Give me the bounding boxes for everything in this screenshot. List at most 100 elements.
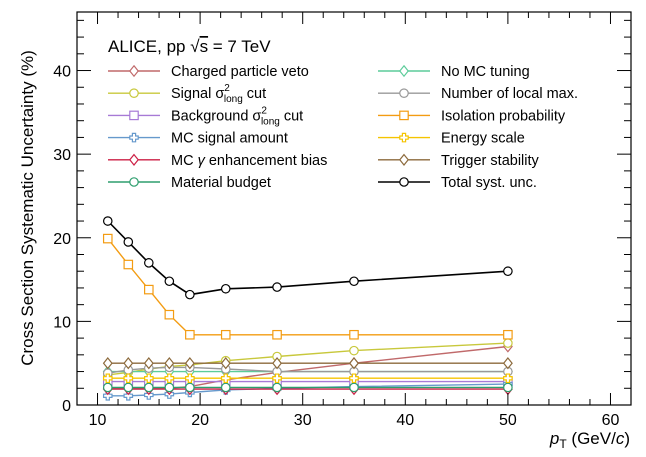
y-tick-label: 20 (53, 231, 71, 248)
data-point (220, 382, 231, 393)
y-axis-label: Cross Section Systematic Uncertainty (%) (18, 50, 37, 366)
legend-marker (399, 88, 409, 98)
x-axis-label-sub: T (559, 437, 567, 451)
legend-entry: Trigger stability (378, 153, 540, 169)
data-point (123, 259, 134, 270)
data-point (503, 266, 513, 277)
legend-marker (399, 110, 409, 121)
data-point (164, 276, 175, 287)
series-layer (102, 216, 513, 401)
legend-label: Material budget (171, 175, 271, 191)
data-point (164, 382, 175, 393)
data-point (102, 373, 113, 384)
legend-label: Charged particle veto (171, 64, 309, 80)
data-point (144, 373, 154, 384)
header-prefix: ALICE, pp (108, 37, 190, 56)
legend-marker (399, 64, 409, 78)
chart-header: ALICE, pp √s = 7 TeV (108, 37, 271, 56)
legend-label: Isolation probability (441, 108, 566, 124)
data-point (349, 276, 359, 287)
data-point (503, 373, 513, 384)
data-point (144, 382, 154, 393)
legend-marker (399, 132, 409, 143)
legend-marker (129, 64, 139, 78)
legend-entry: MC γ enhancement bias (108, 153, 327, 169)
legend-marker (129, 177, 139, 187)
data-point (164, 373, 175, 384)
legend-marker (129, 153, 139, 166)
x-axis-label-c: c (616, 429, 625, 448)
legend-label: Number of local max. (441, 86, 578, 102)
legend-label-main: MC (171, 153, 198, 169)
data-point (144, 258, 154, 268)
series-5 (102, 382, 513, 393)
legend-label-main: Background σ (171, 108, 261, 124)
data-point (272, 357, 283, 370)
data-point (272, 382, 282, 393)
legend-label-sub: long (224, 94, 243, 105)
series-line (107, 238, 508, 336)
data-point (185, 289, 195, 300)
legend-label-tail: enhancement bias (205, 153, 328, 169)
legend-entry: Isolation probability (378, 108, 566, 124)
y-tick-label: 30 (53, 147, 71, 164)
y-tick-label: 0 (62, 398, 71, 415)
legend-entry: Material budget (108, 175, 271, 191)
y-tick-label: 10 (53, 314, 71, 331)
data-point (272, 329, 282, 340)
series-10 (102, 357, 513, 370)
data-point (123, 357, 134, 370)
y-tick-label: 40 (53, 64, 71, 81)
legend-entry: MC signal amount (108, 131, 288, 147)
data-point (349, 345, 359, 356)
legend-label-tail: cut (280, 108, 303, 124)
x-tick-label: 40 (396, 412, 414, 429)
svg-text:ALICE, pp √s = 7 TeV: ALICE, pp √s = 7 TeV (108, 37, 271, 56)
legend-label-tail: cut (243, 86, 266, 102)
legend-entry: Number of local max. (378, 86, 578, 102)
legend-marker (399, 153, 409, 166)
data-point (164, 357, 175, 370)
data-point (144, 284, 154, 295)
data-point (349, 329, 359, 340)
data-point (102, 216, 113, 226)
x-tick-label: 10 (89, 412, 107, 429)
data-point (503, 338, 513, 348)
data-point (349, 373, 359, 384)
plot-frame (76, 11, 632, 406)
data-point (123, 373, 134, 384)
x-tick-label: 30 (294, 412, 312, 429)
data-point (185, 329, 195, 340)
header-suffix: = 7 TeV (208, 37, 271, 56)
legend-marker (129, 88, 139, 98)
data-point (102, 357, 113, 370)
x-axis-label-rest: (GeV/ (567, 429, 616, 448)
data-point (164, 309, 175, 320)
legend-label-main: Signal σ (171, 86, 224, 102)
data-point (123, 391, 134, 401)
x-tick-label: 60 (602, 412, 620, 429)
legend-label: Background σ2 long cut (171, 105, 303, 127)
data-point (220, 283, 231, 294)
data-point (272, 282, 282, 292)
legend-entry: Energy scale (378, 131, 525, 147)
data-point (184, 357, 195, 370)
data-point (220, 373, 231, 384)
x-axis-label-close: ) (624, 429, 630, 448)
data-point (503, 329, 513, 340)
legend-label: Energy scale (441, 131, 525, 147)
legend-label: Trigger stability (441, 153, 540, 169)
data-point (102, 233, 113, 244)
data-point (185, 382, 195, 393)
legend-entry: Background σ2 long cut (108, 105, 303, 127)
data-point (143, 357, 154, 370)
series-1 (102, 338, 513, 380)
legend-label-sub: long (261, 116, 280, 127)
data-point (502, 357, 513, 370)
legend-label: Signal σ2 long cut (171, 83, 266, 105)
x-tick-label: 50 (499, 412, 517, 429)
legend-label: MC signal amount (171, 131, 288, 147)
data-point (220, 329, 231, 340)
